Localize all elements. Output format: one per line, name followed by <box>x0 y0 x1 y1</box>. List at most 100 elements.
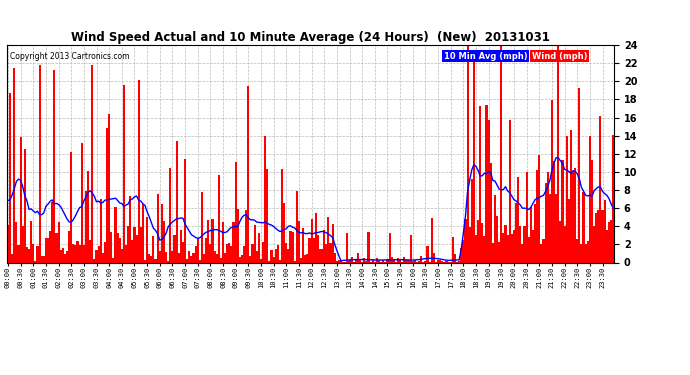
Bar <box>306 254 308 262</box>
Bar <box>201 192 203 262</box>
Bar <box>260 258 262 262</box>
Bar <box>298 221 300 262</box>
Bar <box>433 254 435 262</box>
Bar <box>517 177 520 262</box>
Bar <box>178 252 180 262</box>
Bar <box>504 225 506 262</box>
Bar <box>475 235 477 262</box>
Bar <box>277 244 279 262</box>
Bar <box>182 242 184 262</box>
Bar <box>262 242 264 262</box>
Bar <box>321 249 323 262</box>
Bar <box>488 120 490 262</box>
Bar <box>51 202 53 262</box>
Bar <box>258 233 260 262</box>
Bar <box>216 254 218 262</box>
Bar <box>99 199 102 262</box>
Bar <box>553 160 555 262</box>
Bar <box>95 251 97 262</box>
Bar <box>332 224 334 262</box>
Bar <box>241 255 243 262</box>
Bar <box>498 242 500 262</box>
Bar <box>81 143 83 262</box>
Bar <box>237 209 239 262</box>
Bar <box>294 261 296 262</box>
Bar <box>281 169 283 262</box>
Bar <box>53 70 55 262</box>
Bar <box>72 244 75 262</box>
Bar <box>203 254 205 262</box>
Bar <box>121 249 123 262</box>
Bar <box>97 246 99 262</box>
Bar <box>308 238 310 262</box>
Bar <box>205 238 207 262</box>
Bar <box>41 256 43 262</box>
Bar <box>235 162 237 262</box>
Bar <box>106 128 108 262</box>
Bar <box>186 259 188 262</box>
Bar <box>180 230 182 262</box>
Bar <box>460 248 462 262</box>
Bar <box>582 192 584 262</box>
Bar <box>454 254 456 262</box>
Bar <box>492 243 494 262</box>
Bar <box>167 261 169 262</box>
Bar <box>595 213 598 262</box>
Bar <box>300 258 302 262</box>
Bar <box>346 233 348 262</box>
Bar <box>317 236 319 262</box>
Bar <box>131 240 133 262</box>
Bar <box>193 253 195 262</box>
Bar <box>87 171 89 262</box>
Bar <box>266 170 268 262</box>
Bar <box>75 244 77 262</box>
Bar <box>513 230 515 262</box>
Bar <box>359 260 361 262</box>
Bar <box>43 256 45 262</box>
Bar <box>49 231 51 262</box>
Bar <box>536 170 538 262</box>
Bar <box>26 247 28 262</box>
Bar <box>66 252 68 262</box>
Bar <box>79 245 81 262</box>
Bar <box>338 261 340 262</box>
Bar <box>34 261 37 262</box>
Bar <box>549 194 551 262</box>
Bar <box>125 245 127 262</box>
Bar <box>129 196 131 262</box>
Bar <box>397 258 399 262</box>
Bar <box>431 217 433 262</box>
Bar <box>572 171 574 262</box>
Bar <box>197 238 199 262</box>
Bar <box>55 232 57 262</box>
Bar <box>190 256 193 262</box>
Bar <box>9 93 11 262</box>
Bar <box>275 249 277 262</box>
Bar <box>458 261 460 262</box>
Bar <box>452 237 454 262</box>
Bar <box>30 221 32 262</box>
Bar <box>591 159 593 262</box>
Bar <box>17 245 19 262</box>
Bar <box>28 249 30 262</box>
Bar <box>426 246 428 262</box>
Bar <box>511 234 513 262</box>
Bar <box>313 238 315 262</box>
Bar <box>157 194 159 262</box>
Bar <box>315 213 317 262</box>
Bar <box>23 149 26 262</box>
Bar <box>528 237 530 262</box>
Bar <box>534 204 536 262</box>
Bar <box>256 251 258 262</box>
Bar <box>486 105 488 262</box>
Bar <box>522 244 524 262</box>
Text: 10 Min Avg (mph): 10 Min Avg (mph) <box>444 51 528 60</box>
Bar <box>211 219 213 262</box>
Bar <box>496 216 498 262</box>
Bar <box>61 248 63 262</box>
Bar <box>363 258 365 262</box>
Bar <box>509 120 511 262</box>
Bar <box>127 226 129 262</box>
Bar <box>19 137 21 262</box>
Bar <box>477 220 479 262</box>
